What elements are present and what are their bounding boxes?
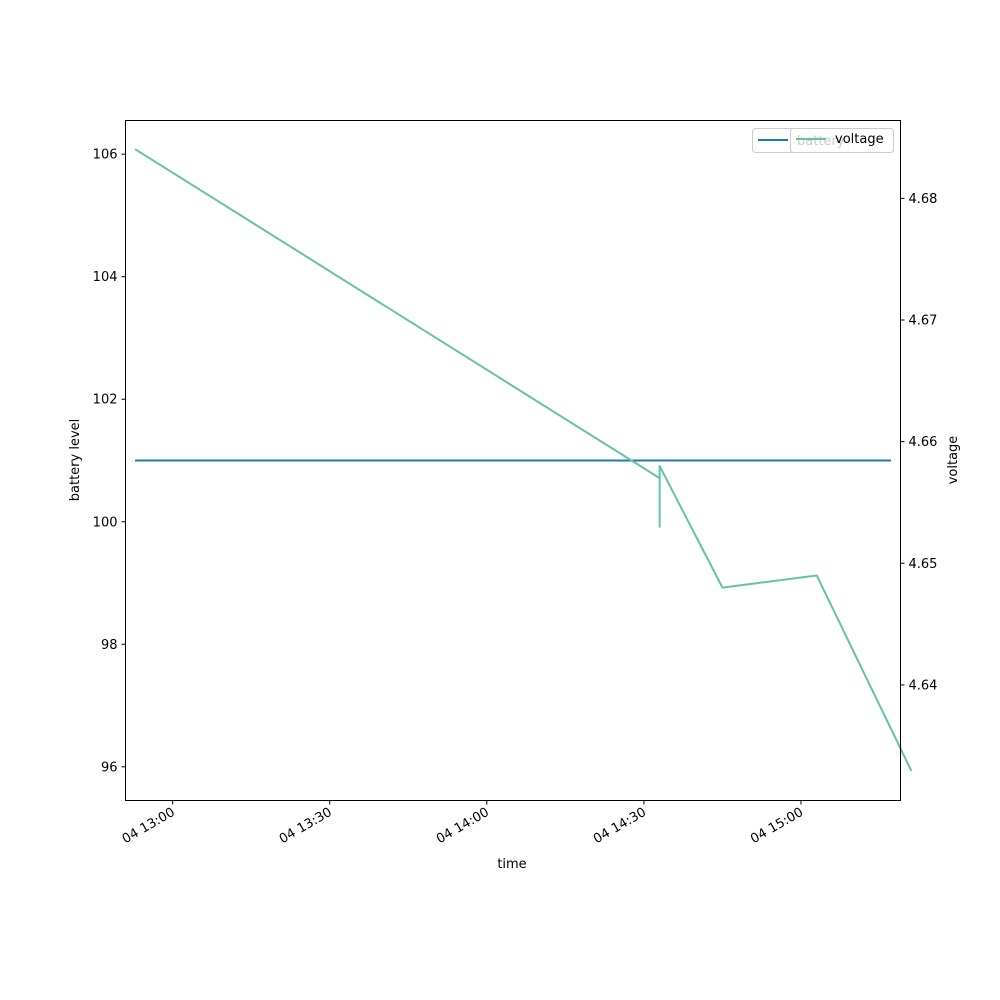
right-y-axis: 4.64 4.65 4.66 4.67 4.68 [900,192,938,693]
left-tick-label: 102 [93,393,118,408]
plot-frame [125,120,901,801]
series-layer [134,148,913,772]
right-tick-label: 4.64 [909,678,938,693]
right-tick-label: 4.68 [909,192,938,207]
legend-voltage: voltage [790,128,894,153]
x-axis-label: time [497,857,526,872]
legend-label-voltage: voltage [835,132,884,147]
left-y-axis: 96 98 100 102 104 106 [93,148,126,775]
legend-box-voltage [790,128,894,153]
right-tick-label: 4.67 [909,313,938,328]
right-tick-label: 4.66 [909,435,938,450]
right-axis-label: voltage [946,436,961,485]
left-tick-label: 98 [101,638,118,653]
left-tick-label: 100 [93,515,118,530]
left-tick-label: 104 [93,270,118,285]
left-tick-label: 106 [93,148,118,163]
left-tick-label: 96 [101,760,118,775]
left-axis-label: battery level [68,419,83,502]
right-tick-label: 4.65 [909,557,938,572]
series-line-voltage [134,148,913,772]
